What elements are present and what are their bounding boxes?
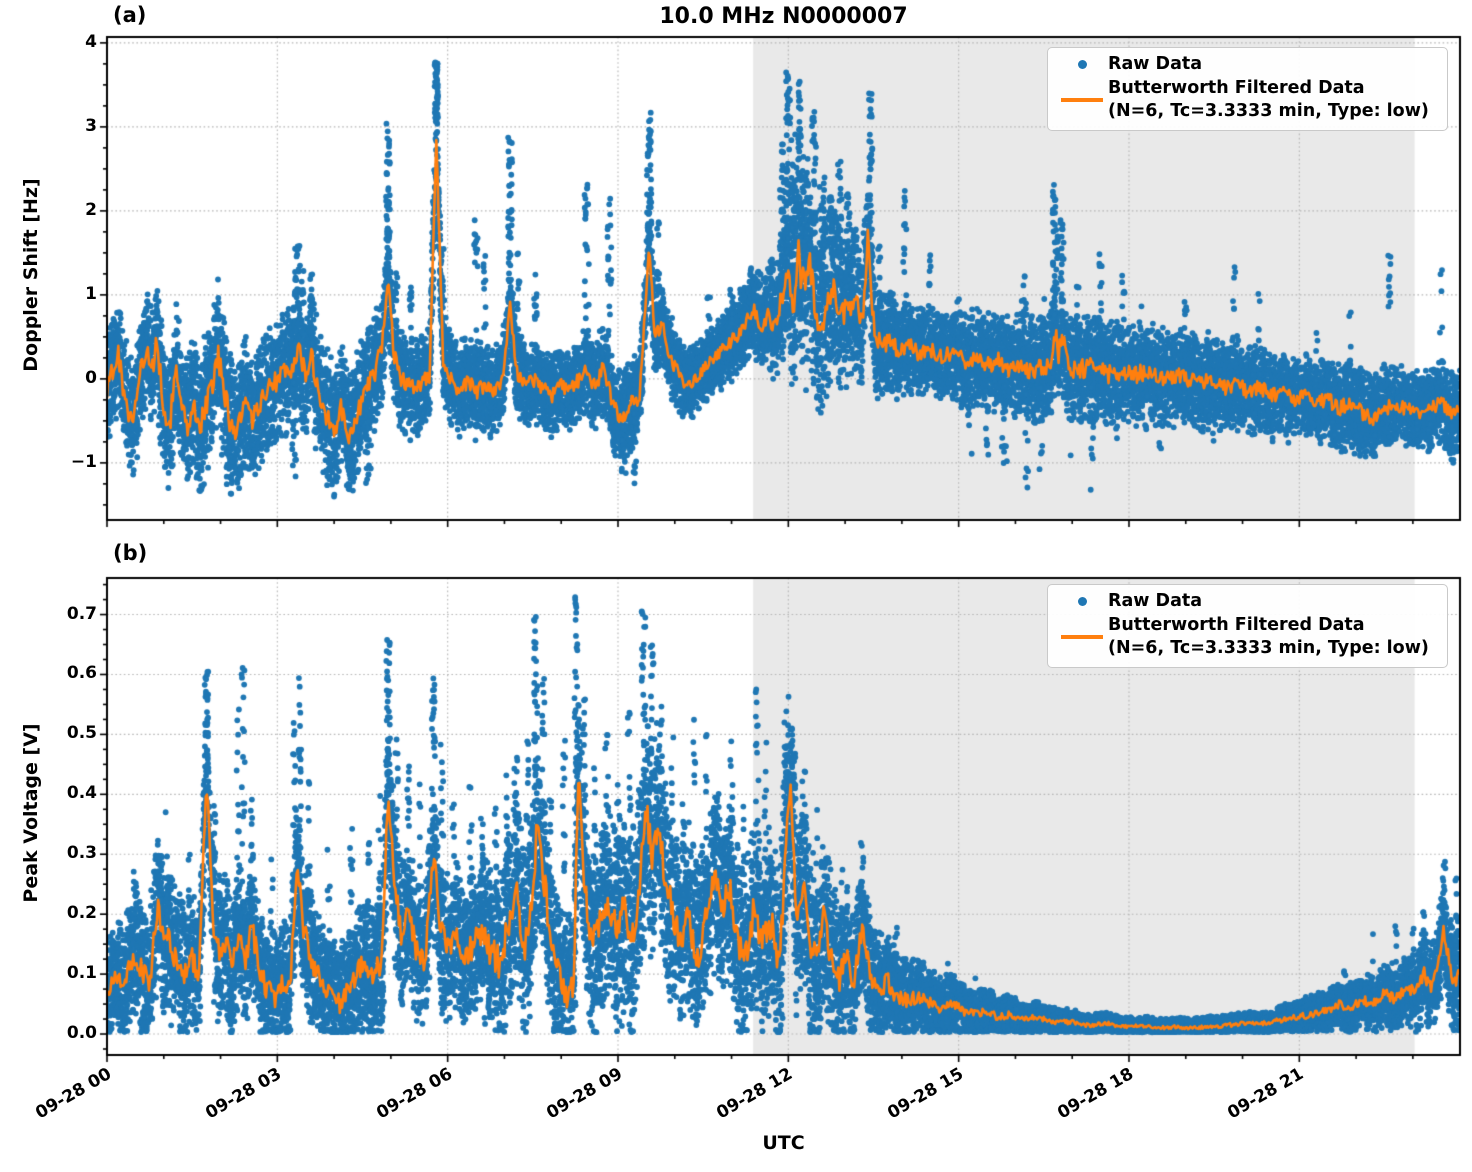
y-tick-label: 2 (85, 199, 97, 220)
y-tick-label: 1 (85, 283, 97, 304)
y-tick-label: 3 (85, 115, 97, 136)
y-tick-label: 0 (85, 367, 97, 388)
panel-a-label: (a) (113, 3, 147, 27)
x-axis-label: UTC (762, 1132, 805, 1154)
y-tick-label: 0.4 (66, 783, 97, 804)
filtered-line-marker-icon (1056, 98, 1108, 102)
legend-raw-label: Raw Data (1108, 54, 1203, 74)
legend-panel-a: Raw Data Butterworth Filtered Data (N=6, … (1047, 47, 1448, 132)
y-tick-label: −1 (70, 451, 97, 472)
legend-row-filtered: Butterworth Filtered Data (N=6, Tc=3.3333… (1056, 77, 1439, 123)
y-tick-label: 0.5 (66, 723, 97, 744)
legend-panel-b: Raw Data Butterworth Filtered Data (N=6, … (1047, 584, 1448, 669)
legend-raw-label: Raw Data (1108, 591, 1203, 611)
raw-data-marker-icon (1056, 60, 1108, 70)
y-tick-label: 4 (85, 31, 97, 52)
figure-title: 10.0 MHz N0000007 (659, 4, 908, 29)
legend-row-filtered: Butterworth Filtered Data (N=6, Tc=3.3333… (1056, 614, 1439, 660)
panel-b-label: (b) (113, 541, 148, 565)
filtered-line-marker-icon (1056, 635, 1108, 639)
y-tick-label: 0.6 (66, 663, 97, 684)
legend-row-raw: Raw Data (1056, 590, 1439, 613)
y-tick-label: 0.1 (66, 963, 97, 984)
legend-filtered-label: Butterworth Filtered Data (N=6, Tc=3.3333… (1108, 78, 1429, 122)
y-tick-label: 0.2 (66, 903, 97, 924)
y-tick-label: 0.0 (66, 1023, 97, 1044)
y-tick-label: 0.7 (66, 603, 97, 624)
legend-row-raw: Raw Data (1056, 53, 1439, 76)
y-tick-label: 0.3 (66, 843, 97, 864)
legend-filtered-label: Butterworth Filtered Data (N=6, Tc=3.3333… (1108, 615, 1429, 659)
raw-data-marker-icon (1056, 597, 1108, 607)
